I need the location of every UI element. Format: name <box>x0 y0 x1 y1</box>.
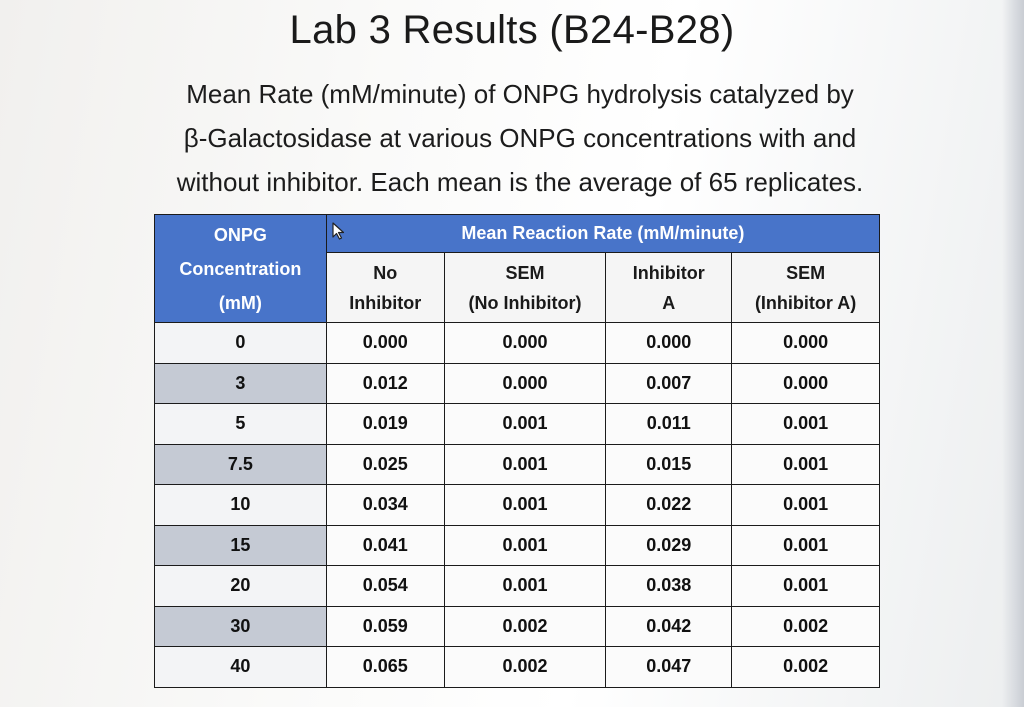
table-row: 15 0.041 0.001 0.029 0.001 <box>154 524 880 566</box>
sem-cell: 0.002 <box>731 646 880 688</box>
concentration-cell: 0 <box>154 322 327 364</box>
rate-cell: 0.025 <box>325 443 445 485</box>
rate-cell: 0.038 <box>605 565 733 607</box>
sem-no-inhibitor-header: SEM (No Inhibitor) <box>443 252 607 323</box>
slide-subtitle: Mean Rate (mM/minute) of ONPG hydrolysis… <box>110 72 930 204</box>
rate-cell: 0.065 <box>325 646 445 688</box>
rate-cell: 0.041 <box>325 524 445 566</box>
sem-cell: 0.001 <box>731 565 880 607</box>
rate-cell: 0.042 <box>605 605 733 647</box>
sem-cell: 0.001 <box>731 524 880 566</box>
sem-cell: 0.001 <box>443 484 607 526</box>
concentration-cell: 5 <box>154 403 327 445</box>
subtitle-line: β-Galactosidase at various ONPG concentr… <box>183 123 857 153</box>
rate-cell: 0.000 <box>605 322 733 364</box>
table-row: 3 0.012 0.000 0.007 0.000 <box>154 362 880 404</box>
rate-cell: 0.022 <box>605 484 733 526</box>
rate-cell: 0.000 <box>325 322 445 364</box>
screen-edge <box>1002 0 1024 707</box>
concentration-cell: 3 <box>154 362 327 404</box>
header-text: (mM) <box>218 292 262 313</box>
mean-rate-group-header: Mean Reaction Rate (mM/minute) <box>325 214 881 253</box>
sem-cell: 0.002 <box>443 646 607 688</box>
header-text: No <box>373 262 398 283</box>
mouse-pointer-icon <box>332 222 345 240</box>
rate-cell: 0.015 <box>605 443 733 485</box>
table-row: 40 0.065 0.002 0.047 0.002 <box>154 646 880 688</box>
rate-cell: 0.034 <box>325 484 445 526</box>
rate-cell: 0.019 <box>325 403 445 445</box>
sem-cell: 0.002 <box>443 605 607 647</box>
concentration-cell: 40 <box>154 646 327 688</box>
sem-cell: 0.001 <box>443 524 607 566</box>
sem-cell: 0.001 <box>731 484 880 526</box>
subtitle-line: Mean Rate (mM/minute) of ONPG hydrolysis… <box>186 79 854 109</box>
sem-cell: 0.000 <box>731 362 880 404</box>
header-text: ONPG <box>213 224 267 245</box>
rate-cell: 0.007 <box>605 362 733 404</box>
header-text: Concentration <box>179 258 302 279</box>
sem-cell: 0.000 <box>443 322 607 364</box>
rate-cell: 0.029 <box>605 524 733 566</box>
concentration-cell: 15 <box>154 524 327 566</box>
table-row: 30 0.059 0.002 0.042 0.002 <box>154 605 880 647</box>
rate-cell: 0.059 <box>325 605 445 647</box>
rate-cell: 0.012 <box>325 362 445 404</box>
header-text: SEM <box>505 262 545 283</box>
header-text: Inhibitor <box>632 262 705 283</box>
slide-title: Lab 3 Results (B24-B28) <box>289 8 735 52</box>
sem-cell: 0.002 <box>731 605 880 647</box>
rate-cell: 0.047 <box>605 646 733 688</box>
subtitle-line: without inhibitor. Each mean is the aver… <box>176 167 864 197</box>
sem-cell: 0.000 <box>731 322 880 364</box>
table-row: 20 0.054 0.001 0.038 0.001 <box>154 565 880 607</box>
concentration-cell: 20 <box>154 565 327 607</box>
rate-cell: 0.011 <box>605 403 733 445</box>
sem-cell: 0.001 <box>731 443 880 485</box>
table-row: 7.5 0.025 0.001 0.015 0.001 <box>154 443 880 485</box>
table-row: 0 0.000 0.000 0.000 0.000 <box>154 322 880 364</box>
concentration-cell: 30 <box>154 605 327 647</box>
sem-cell: 0.000 <box>443 362 607 404</box>
concentration-header: ONPG Concentration (mM) <box>154 214 327 323</box>
results-table: ONPG Concentration (mM) Mean Reaction Ra… <box>154 214 881 688</box>
sem-cell: 0.001 <box>443 565 607 607</box>
sem-cell: 0.001 <box>731 403 880 445</box>
table-row: 5 0.019 0.001 0.011 0.001 <box>154 403 880 445</box>
concentration-cell: 7.5 <box>154 443 327 485</box>
header-text: SEM <box>786 262 826 283</box>
sem-cell: 0.001 <box>443 403 607 445</box>
no-inhibitor-header: No Inhibitor <box>325 252 445 323</box>
sem-cell: 0.001 <box>443 443 607 485</box>
rate-cell: 0.054 <box>325 565 445 607</box>
header-text: (Inhibitor A) <box>754 292 857 313</box>
table-row: 10 0.034 0.001 0.022 0.001 <box>154 484 880 526</box>
concentration-cell: 10 <box>154 484 327 526</box>
inhibitor-a-header: Inhibitor A <box>605 252 733 323</box>
sem-inhibitor-a-header: SEM (Inhibitor A) <box>731 252 880 323</box>
header-text: Inhibitor <box>349 292 422 313</box>
header-text: A <box>662 292 676 313</box>
header-text: (No Inhibitor) <box>468 292 582 313</box>
